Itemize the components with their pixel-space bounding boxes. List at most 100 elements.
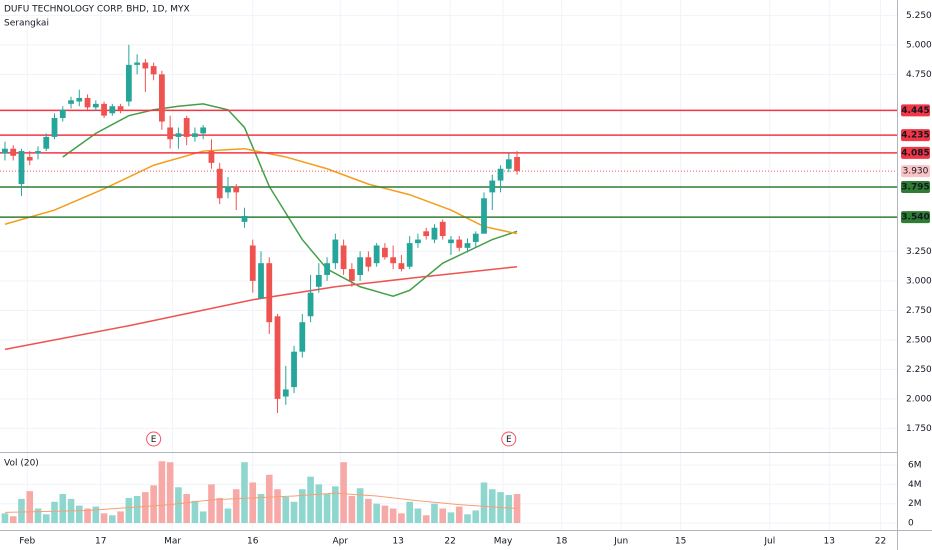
candle-body bbox=[183, 118, 190, 137]
volume-bar bbox=[323, 494, 331, 523]
last-price-box bbox=[901, 165, 930, 178]
volume-bar bbox=[75, 505, 83, 523]
volume-bar bbox=[183, 494, 190, 523]
volume-bar bbox=[224, 508, 232, 523]
candle-body bbox=[324, 263, 330, 275]
candle-body bbox=[415, 239, 421, 244]
x-tick-label: 18 bbox=[556, 537, 568, 547]
volume-bar bbox=[488, 489, 496, 523]
candle-body bbox=[150, 66, 157, 75]
y-tick-label: 3.250 bbox=[906, 247, 932, 257]
y-tick-label: 5.000 bbox=[906, 40, 932, 50]
volume-bar bbox=[365, 498, 372, 523]
y-tick-label: 2.000 bbox=[906, 394, 932, 404]
volume-bar bbox=[307, 476, 314, 523]
volume-bar bbox=[439, 508, 447, 523]
volume-bar bbox=[282, 496, 290, 523]
y-tick-label: 1.750 bbox=[906, 424, 932, 434]
moving-average bbox=[4, 265, 518, 351]
volume-bar bbox=[34, 508, 42, 523]
candle-body bbox=[142, 62, 149, 69]
candle-body bbox=[175, 133, 182, 137]
x-tick-label: 13 bbox=[824, 537, 835, 547]
volume-bar bbox=[166, 462, 174, 523]
x-tick-label: Mar bbox=[164, 537, 181, 547]
candle-body bbox=[497, 168, 504, 181]
volume-bar bbox=[373, 503, 380, 523]
candle-body bbox=[101, 103, 107, 116]
volume-bar bbox=[480, 482, 488, 523]
x-tick-label: Feb bbox=[19, 537, 35, 547]
candle-body bbox=[282, 389, 289, 397]
volume-bar bbox=[455, 506, 463, 523]
volume-bar bbox=[431, 503, 438, 523]
x-tick-label: 17 bbox=[95, 537, 106, 547]
volume-bar bbox=[158, 461, 166, 523]
candle-body bbox=[117, 106, 124, 110]
volume-bar bbox=[199, 511, 207, 523]
volume-bar bbox=[150, 485, 157, 523]
volume-bar bbox=[175, 487, 182, 523]
level-label-box bbox=[901, 104, 930, 117]
candle-body bbox=[481, 198, 487, 234]
grid bbox=[0, 0, 897, 530]
volume-bar bbox=[472, 510, 480, 523]
plot bbox=[0, 44, 897, 523]
candle-body bbox=[489, 180, 496, 193]
candle-body bbox=[109, 106, 116, 114]
volume-bar bbox=[117, 511, 124, 523]
candle-body bbox=[167, 127, 174, 140]
volume-bar bbox=[125, 497, 133, 523]
volume-bar bbox=[513, 494, 521, 523]
candle-body bbox=[373, 245, 380, 264]
level-label: 4.085 bbox=[901, 148, 929, 158]
moving-average bbox=[4, 147, 518, 235]
candle-body bbox=[10, 148, 17, 156]
volume-bar bbox=[356, 488, 364, 523]
volume-bar bbox=[133, 495, 141, 523]
volume-bar bbox=[84, 508, 91, 523]
candle-body bbox=[299, 322, 306, 352]
volume-tick-label: 6M bbox=[908, 461, 922, 471]
candle-body bbox=[472, 233, 479, 242]
volume-bar bbox=[299, 489, 306, 523]
volume-bar bbox=[241, 462, 248, 523]
level-label: 4.235 bbox=[901, 131, 929, 141]
level-label-box bbox=[901, 129, 930, 142]
y-tick-label: 2.750 bbox=[906, 306, 932, 316]
candle-body bbox=[357, 257, 364, 275]
volume-bar bbox=[232, 489, 240, 523]
event-label: E bbox=[506, 435, 512, 445]
candle-body bbox=[208, 151, 215, 163]
candle-body bbox=[2, 148, 8, 154]
candle-body bbox=[266, 263, 273, 323]
candle-body bbox=[423, 231, 430, 237]
y-tick-label: 3.000 bbox=[906, 276, 932, 286]
candle-body bbox=[340, 245, 347, 270]
x-tick-label: Jul bbox=[763, 537, 775, 547]
volume-bar bbox=[315, 484, 323, 523]
candle-body bbox=[241, 215, 248, 222]
candle-body bbox=[76, 97, 83, 102]
candle-body bbox=[258, 263, 264, 299]
candle-body bbox=[390, 257, 397, 264]
volume-bar bbox=[208, 484, 215, 523]
x-tick-label: Apr bbox=[333, 537, 349, 547]
candle-body bbox=[35, 151, 41, 154]
candle-body bbox=[406, 243, 413, 267]
volume-bar bbox=[191, 500, 199, 523]
y-tick-label: 4.750 bbox=[906, 70, 932, 80]
volume-bar bbox=[340, 462, 347, 523]
volume-bar bbox=[92, 506, 100, 523]
chart-title: DUFU TECHNOLOGY CORP. BHD, 1D, MYX bbox=[4, 5, 190, 15]
volume-bar bbox=[59, 494, 67, 523]
candle-body bbox=[274, 316, 281, 399]
volume-bar bbox=[332, 486, 339, 523]
candle-body bbox=[315, 274, 322, 287]
candle-body bbox=[233, 186, 240, 193]
event-marker bbox=[146, 431, 162, 447]
volume-bar bbox=[381, 505, 389, 523]
candle-body bbox=[348, 269, 355, 281]
candle-body bbox=[249, 245, 256, 281]
